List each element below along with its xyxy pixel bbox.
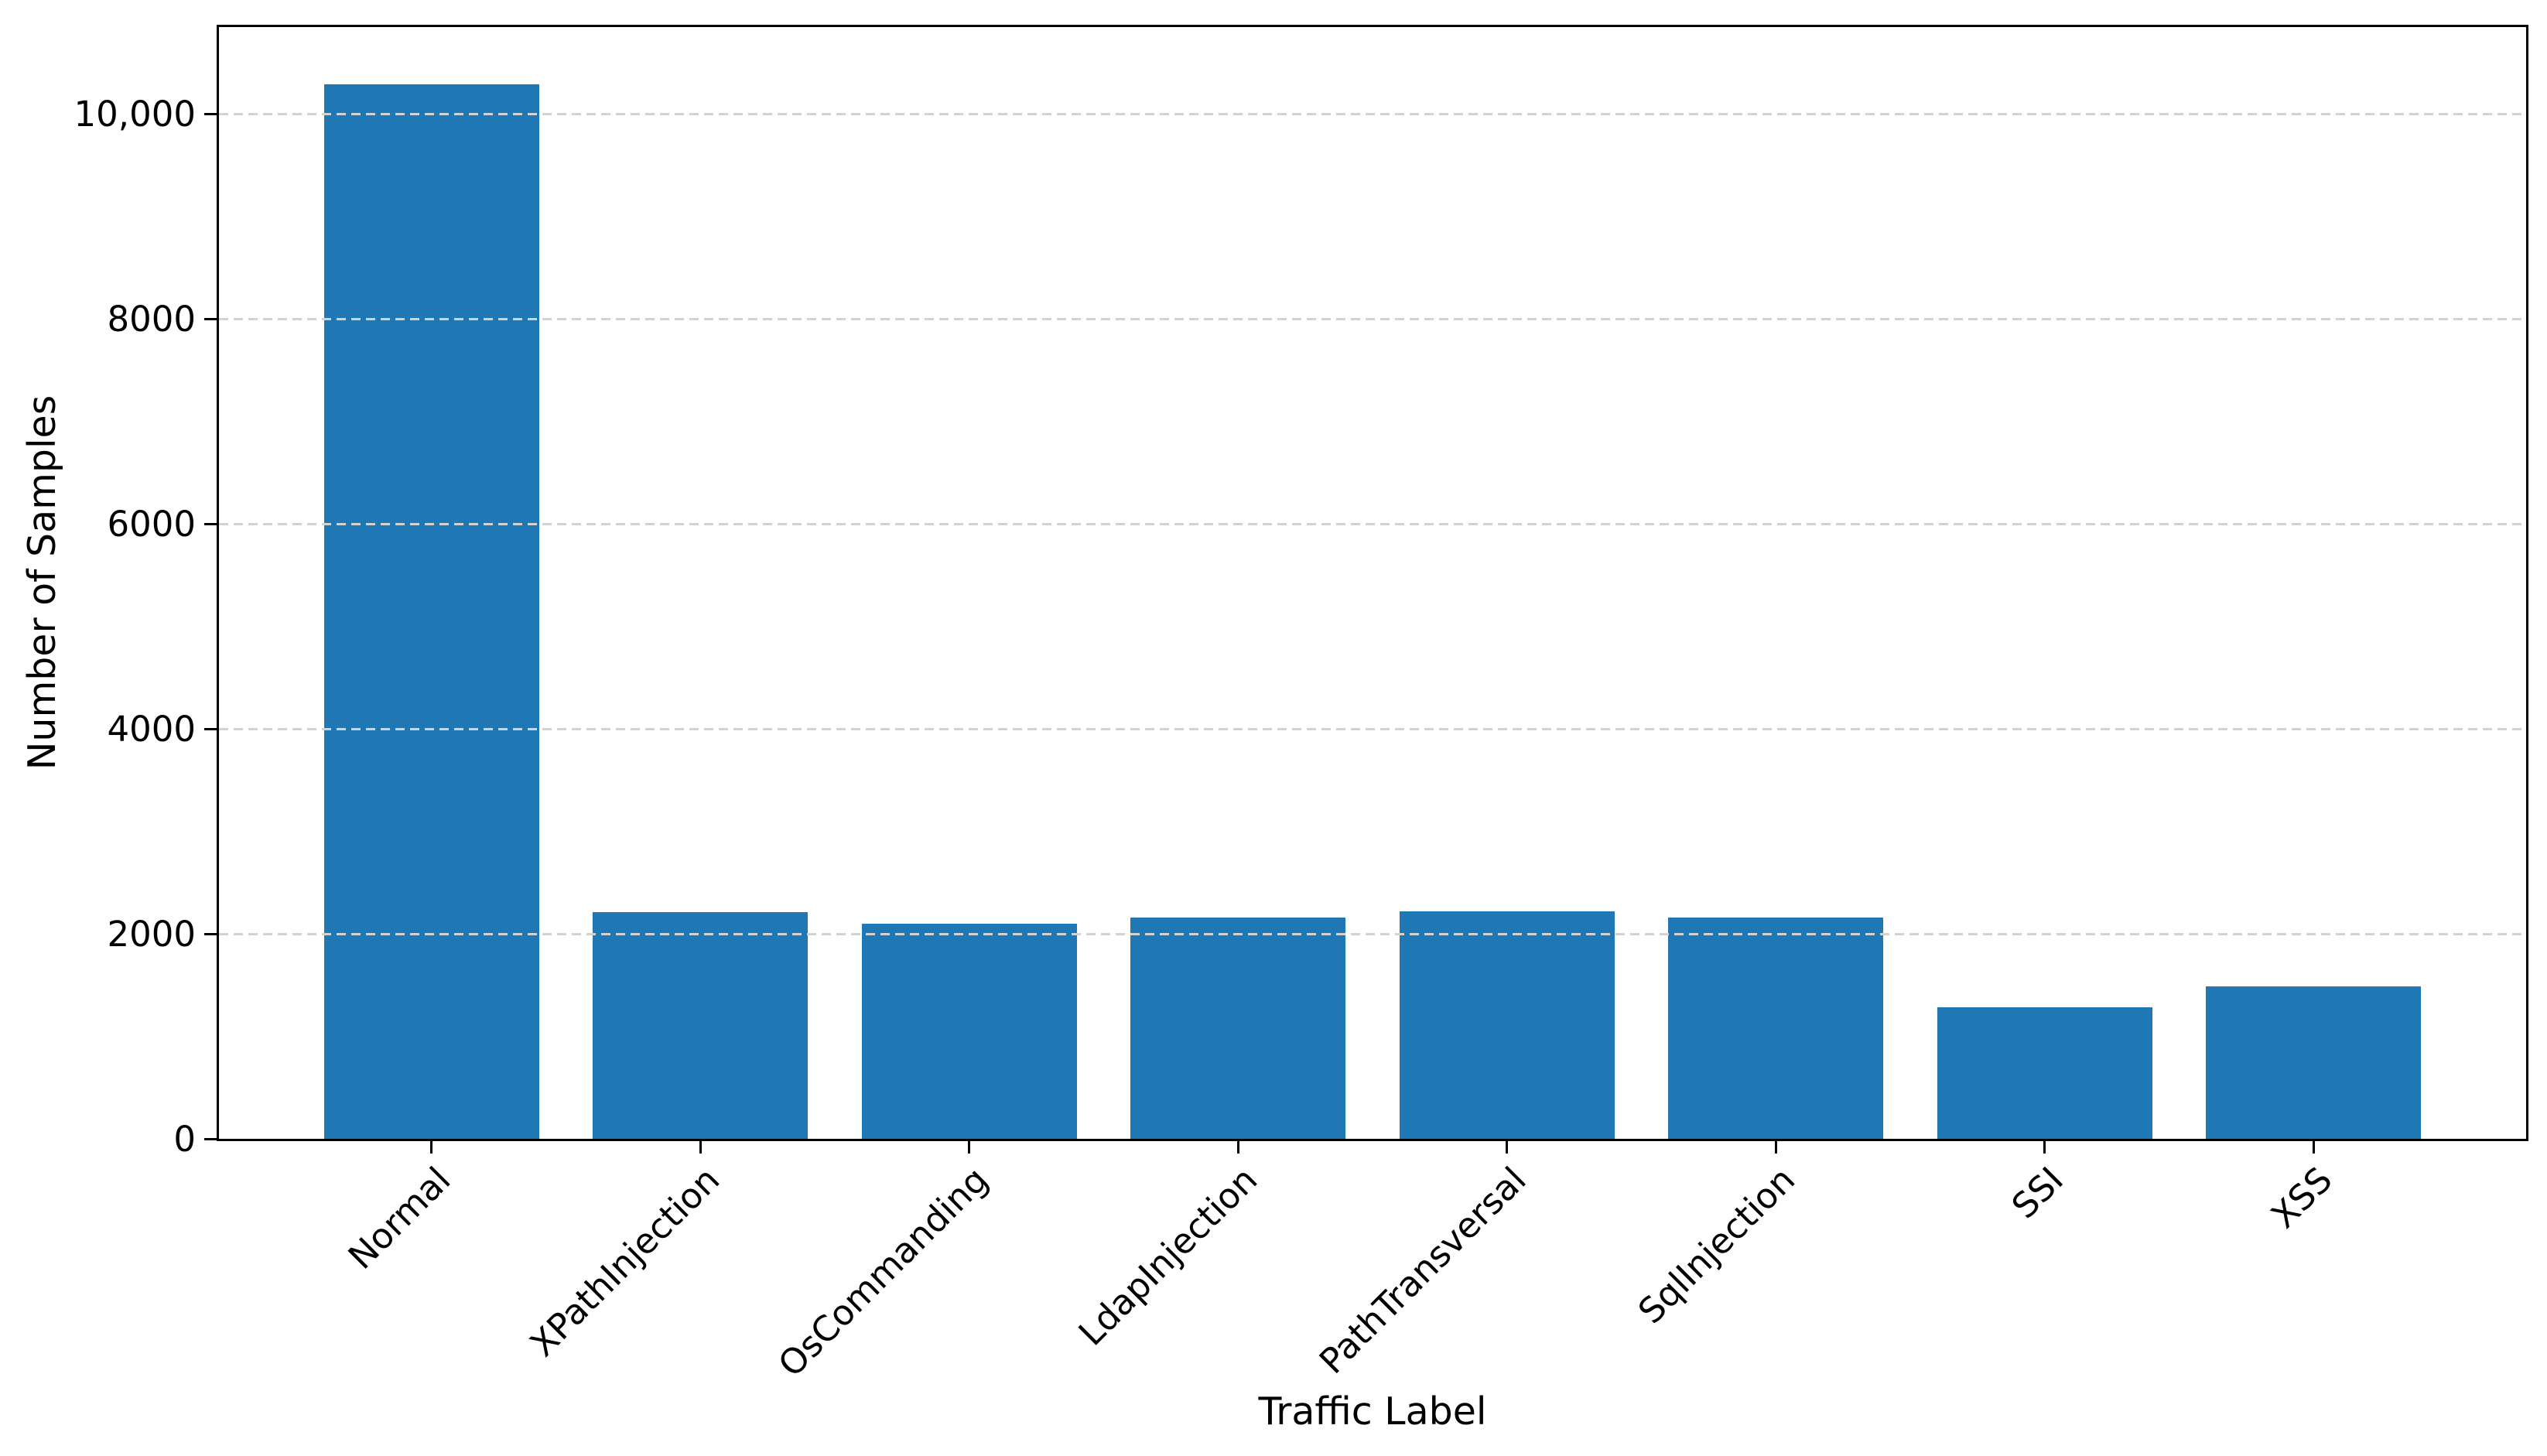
y-tick-label: 8000 bbox=[107, 298, 196, 340]
plot-area bbox=[217, 25, 2528, 1141]
bar-ldapinjection bbox=[1130, 917, 1346, 1139]
x-tick-label-ssi: SSI bbox=[2004, 1159, 2072, 1227]
x-tick-mark bbox=[1506, 1141, 1509, 1154]
x-tick-mark bbox=[430, 1141, 433, 1154]
y-tick-label: 4000 bbox=[107, 708, 196, 750]
gridline-y-4000 bbox=[219, 727, 2526, 730]
y-tick-label: 0 bbox=[173, 1118, 196, 1160]
x-tick-mark bbox=[699, 1141, 702, 1154]
x-tick-mark bbox=[1236, 1141, 1239, 1154]
bar-normal bbox=[323, 84, 539, 1139]
gridline-y-6000 bbox=[219, 522, 2526, 525]
x-tick-label-sqlinjection: SqlInjection bbox=[1629, 1159, 1803, 1332]
y-tick-mark bbox=[204, 1137, 217, 1140]
y-tick-label: 2000 bbox=[107, 913, 196, 955]
x-tick-label-xpathinjection: XPathInjection bbox=[521, 1159, 727, 1365]
gridline-y-10000 bbox=[219, 113, 2526, 116]
bar-xss bbox=[2206, 986, 2422, 1139]
y-tick-mark bbox=[204, 317, 217, 320]
y-tick-label: 10,000 bbox=[74, 94, 196, 135]
y-tick-mark bbox=[204, 932, 217, 935]
bar-sqlinjection bbox=[1668, 917, 1884, 1139]
x-tick-mark bbox=[2043, 1141, 2046, 1154]
x-tick-label-ldapinjection: LdapInjection bbox=[1070, 1159, 1265, 1354]
plot-inner bbox=[219, 27, 2526, 1139]
x-tick-mark bbox=[2312, 1141, 2315, 1154]
bar-oscommanding bbox=[861, 923, 1077, 1139]
x-tick-mark bbox=[1774, 1141, 1777, 1154]
gridline-y-8000 bbox=[219, 317, 2526, 320]
x-tick-label-pathtransversal: PathTransversal bbox=[1311, 1159, 1534, 1383]
y-tick-mark bbox=[204, 113, 217, 116]
x-tick-label-normal: Normal bbox=[340, 1159, 459, 1277]
y-tick-mark bbox=[204, 727, 217, 730]
x-axis-label: Traffic Label bbox=[1258, 1389, 1487, 1434]
bar-ssi bbox=[1937, 1007, 2152, 1139]
gridline-y-2000 bbox=[219, 932, 2526, 935]
x-tick-mark bbox=[968, 1141, 971, 1154]
y-tick-label: 6000 bbox=[107, 503, 196, 545]
y-tick-mark bbox=[204, 522, 217, 525]
bar-pathtransversal bbox=[1399, 911, 1615, 1139]
bar-xpathinjection bbox=[593, 912, 809, 1139]
x-tick-label-oscommanding: OsCommanding bbox=[770, 1159, 997, 1386]
x-tick-label-xss: XSS bbox=[2263, 1159, 2341, 1236]
